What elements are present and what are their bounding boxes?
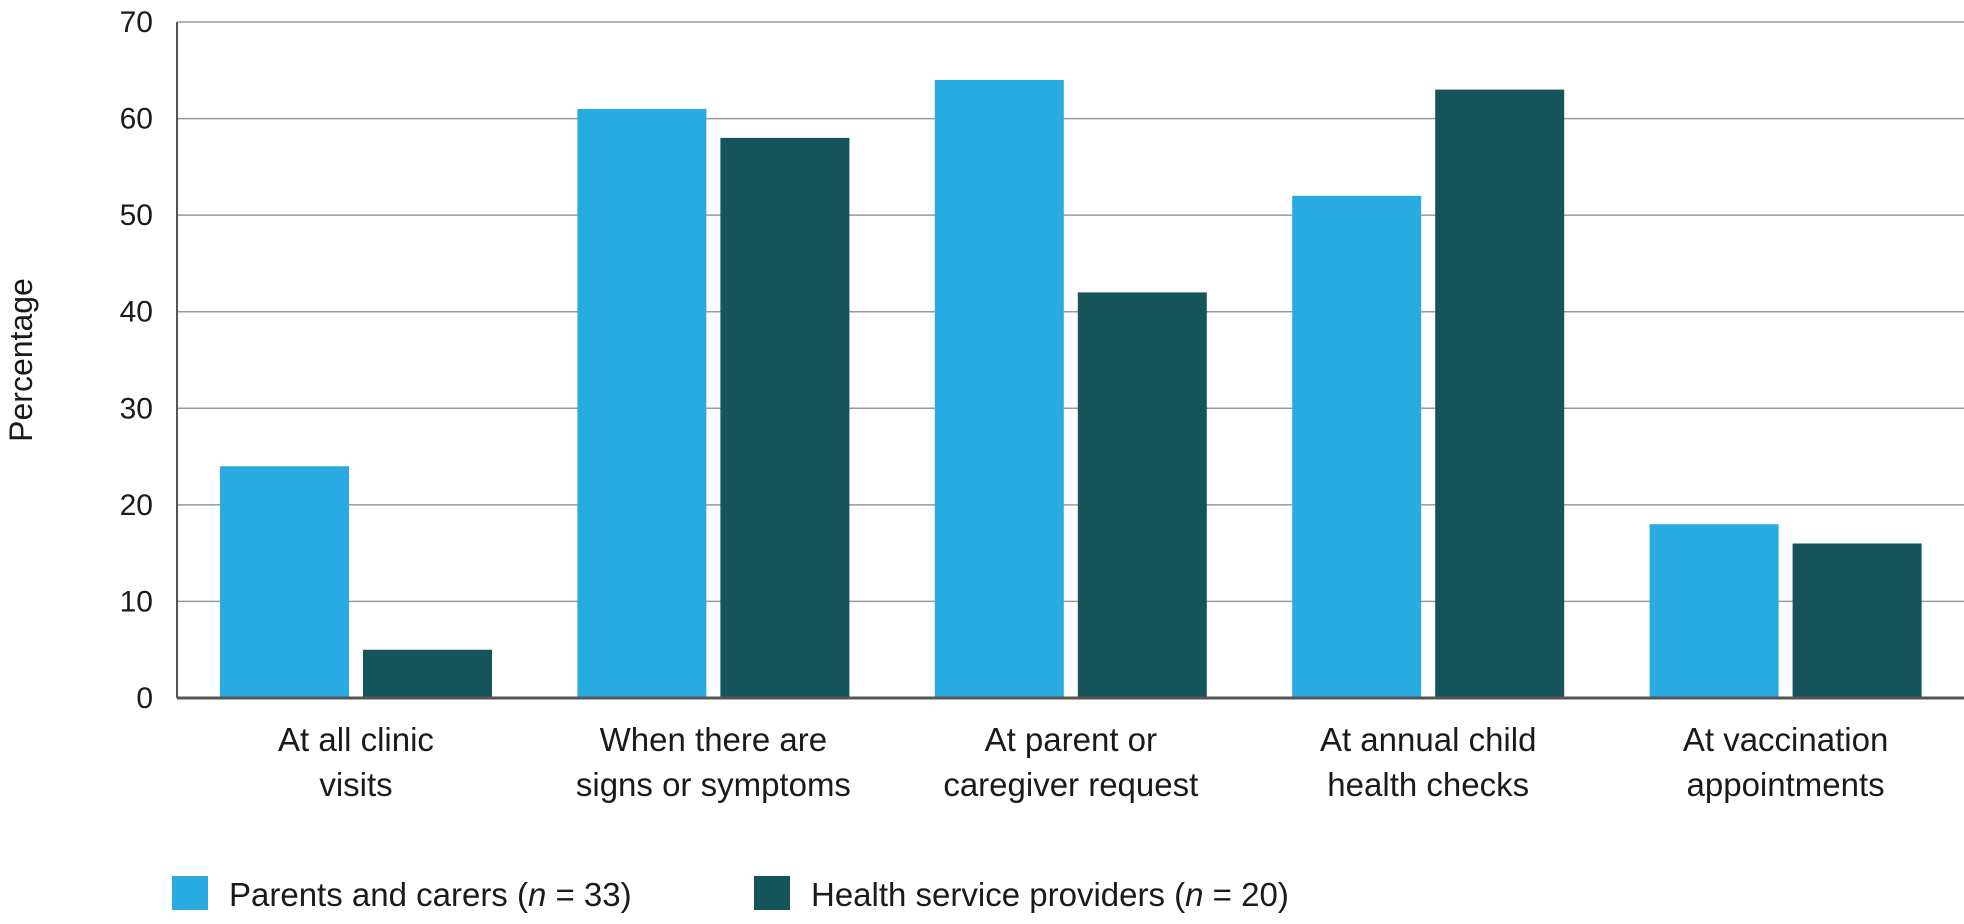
- category-label: At parent or caregiver request: [943, 721, 1198, 803]
- bars: [220, 79, 1922, 699]
- axes: [176, 22, 1964, 700]
- legend: Parents and carers (n = 33) Health servic…: [172, 876, 1289, 913]
- y-tick-label: 40: [120, 296, 153, 329]
- legend-swatch: [754, 876, 790, 910]
- y-tick-label: 20: [120, 489, 153, 522]
- y-tick-label: 50: [120, 199, 153, 232]
- bar: [577, 108, 707, 698]
- y-tick-label: 0: [136, 682, 153, 715]
- legend-label: Health service providers (n = 20): [811, 876, 1289, 913]
- category-label: At all clinic visits: [278, 721, 434, 803]
- legend-label: Parents and carers (n = 33): [229, 876, 632, 913]
- y-tick-label: 10: [120, 585, 153, 618]
- y-tick-label: 70: [120, 6, 153, 39]
- bar: [1649, 524, 1779, 698]
- bar: [363, 649, 492, 698]
- category-label: At annual child health checks: [1320, 721, 1536, 803]
- bar: [934, 79, 1064, 698]
- bar: [1292, 195, 1422, 699]
- bar: [1077, 292, 1207, 698]
- category-label: At vaccination appointments: [1683, 721, 1888, 803]
- y-tick-label: 60: [120, 103, 153, 136]
- y-axis-label: Percentage: [3, 278, 39, 442]
- y-tick-label: 30: [120, 392, 153, 425]
- gridlines: [177, 21, 1964, 603]
- bar: [1792, 543, 1922, 698]
- category-labels: At all clinic visits When there are signs o…: [278, 721, 1888, 803]
- category-label: When there are signs or symptoms: [576, 721, 851, 803]
- bar: [220, 466, 349, 698]
- bar: [1435, 89, 1565, 699]
- legend-swatch: [172, 876, 208, 910]
- y-tick-labels: 0 10 20 30 40 50 60 70: [120, 6, 153, 715]
- bar: [720, 137, 850, 698]
